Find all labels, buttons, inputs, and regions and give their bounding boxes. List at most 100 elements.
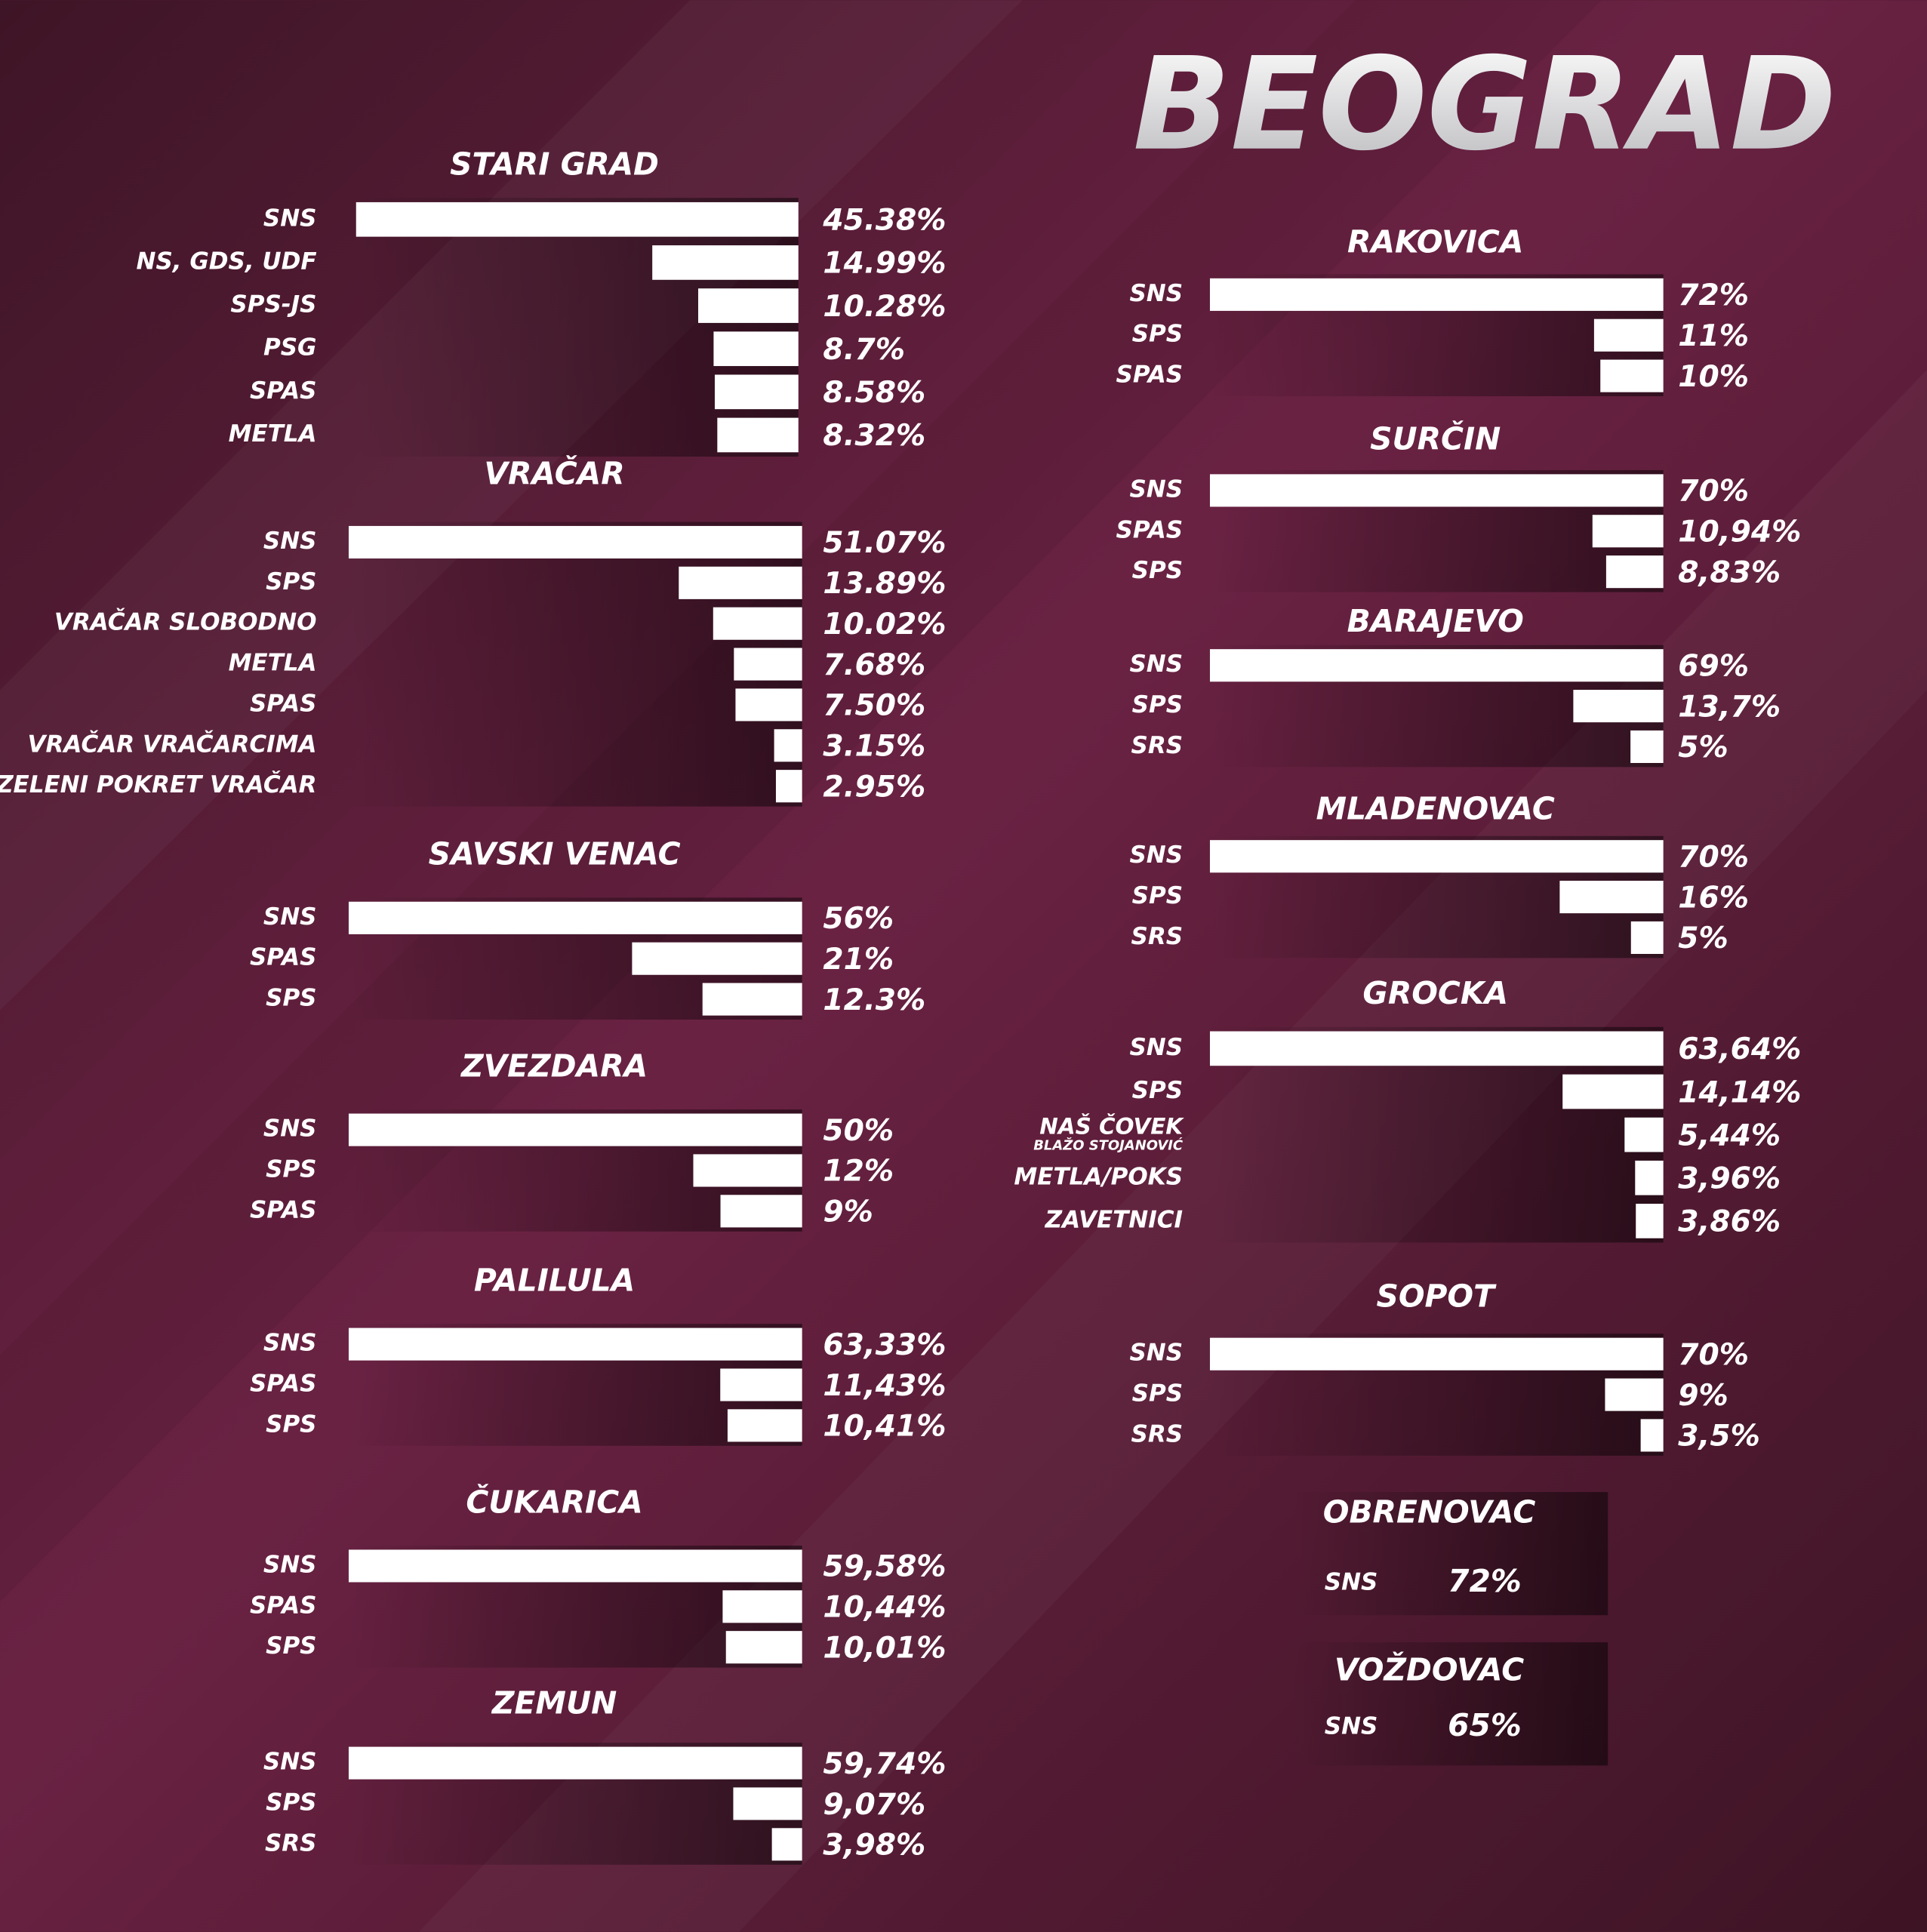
value-label: 10,41% — [823, 1410, 946, 1444]
category-label: SPS — [1132, 691, 1183, 718]
bar — [1593, 318, 1664, 352]
category-label: VRAČAR VRAČARCIMA — [28, 730, 317, 758]
value-label: 12% — [823, 1155, 894, 1189]
value-label: 13.89% — [823, 567, 946, 601]
value-label: 51.07% — [823, 526, 946, 560]
chart-title: VOŽDOVAC — [1334, 1651, 1524, 1687]
value-label: 45.38% — [822, 204, 946, 238]
category-label: SNS — [1129, 1034, 1183, 1061]
value-label: 9% — [823, 1195, 873, 1229]
category-label: SPAS — [1116, 361, 1184, 389]
value-label: 70% — [1678, 475, 1749, 509]
chart: ZVEZDARA SNS 50% SPS 12% SPAS 9% — [250, 1048, 894, 1232]
value-label: 9,07% — [823, 1788, 925, 1822]
value-label: 21% — [823, 943, 894, 977]
category-label: SNS — [1325, 1568, 1378, 1595]
category-label: SRS — [1131, 732, 1184, 759]
bar — [1605, 555, 1664, 589]
category-label: SNS — [1129, 651, 1183, 678]
value-label: 8.58% — [823, 376, 925, 410]
chart-title: OBRENOVAC — [1323, 1494, 1536, 1530]
chart: ZEMUN SNS 59,74% SPS 9,07% SRS 3,98% — [263, 1684, 947, 1865]
category-label: SRS — [265, 1829, 317, 1857]
bar — [727, 1409, 802, 1442]
category-label: SPAS — [1116, 516, 1184, 543]
category-label: VRAČAR SLOBODNO — [54, 608, 317, 636]
bar — [1640, 1419, 1664, 1452]
chart-title: ZEMUN — [491, 1684, 617, 1721]
bar — [702, 983, 802, 1016]
value-label: 9% — [1678, 1379, 1728, 1413]
value-label: 63,33% — [823, 1328, 946, 1362]
chart-title: ČUKARICA — [466, 1483, 642, 1520]
value-label: 69% — [1678, 649, 1749, 683]
bar — [1209, 649, 1664, 682]
summary-box: OBRENOVAC SNS 72% — [1291, 1492, 1608, 1616]
chart-title: ZVEZDARA — [460, 1048, 648, 1084]
category-label: METLA — [229, 420, 317, 448]
bar — [774, 729, 802, 762]
bar — [713, 607, 802, 640]
value-label: 10,44% — [823, 1591, 946, 1625]
bar — [1209, 1031, 1664, 1066]
category-label: METLA/POKS — [1014, 1163, 1183, 1190]
category-label: SPS — [1132, 1077, 1183, 1104]
chart-title: MLADENOVAC — [1316, 790, 1555, 826]
value-label: 65% — [1448, 1707, 1522, 1743]
category-label: SNS — [263, 1115, 317, 1143]
bar — [1573, 690, 1664, 723]
bar — [1209, 1337, 1664, 1371]
chart-title: VRAČAR — [484, 454, 624, 491]
value-label: 11% — [1678, 319, 1749, 353]
bar — [348, 1549, 802, 1583]
value-label: 2.95% — [823, 770, 925, 804]
chart: VRAČAR SNS 51.07% SPS 13.89% VRAČAR SLOBODNO 1… — [0, 454, 947, 807]
value-label: 10.02% — [823, 608, 946, 641]
chart: ČUKARICA SNS 59,58% SPAS 10,44% SPS 10,01% — [250, 1483, 947, 1668]
category-label: SPS — [1132, 882, 1183, 909]
bar — [720, 1195, 802, 1228]
value-label: 50% — [823, 1114, 894, 1148]
bar — [1600, 359, 1664, 392]
bar — [1209, 840, 1664, 873]
bar — [1630, 921, 1664, 955]
bar — [1592, 515, 1664, 548]
category-label: SPS — [266, 1411, 316, 1438]
value-label: 72% — [1448, 1563, 1522, 1599]
box-background — [1291, 1642, 1608, 1766]
category-label: SPS — [266, 1155, 316, 1183]
bar — [722, 1590, 802, 1623]
value-label: 11,43% — [823, 1369, 946, 1403]
category-label: SPS — [266, 1632, 316, 1660]
value-label: 10,01% — [823, 1631, 946, 1665]
category-label: SPAS — [250, 690, 317, 717]
value-label: 72% — [1678, 278, 1749, 312]
bar — [1562, 1074, 1664, 1109]
chart-title: STARI GRAD — [450, 146, 659, 183]
value-label: 7.50% — [823, 689, 925, 723]
chart-title: GROCKA — [1362, 975, 1508, 1011]
bar — [771, 1828, 802, 1861]
category-label: SPAS — [250, 1196, 317, 1223]
category-label: SNS — [263, 1330, 317, 1357]
chart: SURČIN SNS 70% SPAS 10,94% SPS 8,83% — [1116, 420, 1801, 592]
bar — [720, 1368, 802, 1401]
value-label: 59,74% — [823, 1747, 946, 1781]
bar — [693, 1154, 802, 1187]
category-label: SNS — [1129, 280, 1183, 307]
category-label: SPS — [266, 1789, 316, 1816]
value-label: 3,96% — [1678, 1162, 1781, 1196]
bar — [1559, 881, 1664, 914]
bar — [734, 648, 802, 681]
value-label: 10,94% — [1678, 515, 1801, 549]
chart: RAKOVICA SNS 72% SPS 11% SPAS 10% — [1116, 223, 1749, 397]
bar — [652, 245, 799, 280]
value-label: 8.32% — [823, 419, 925, 453]
value-label: 70% — [1678, 840, 1749, 874]
bar — [1635, 1160, 1664, 1195]
value-label: 5% — [1678, 731, 1728, 764]
value-label: 59,58% — [823, 1550, 946, 1584]
value-label: 5,44% — [1678, 1118, 1781, 1152]
